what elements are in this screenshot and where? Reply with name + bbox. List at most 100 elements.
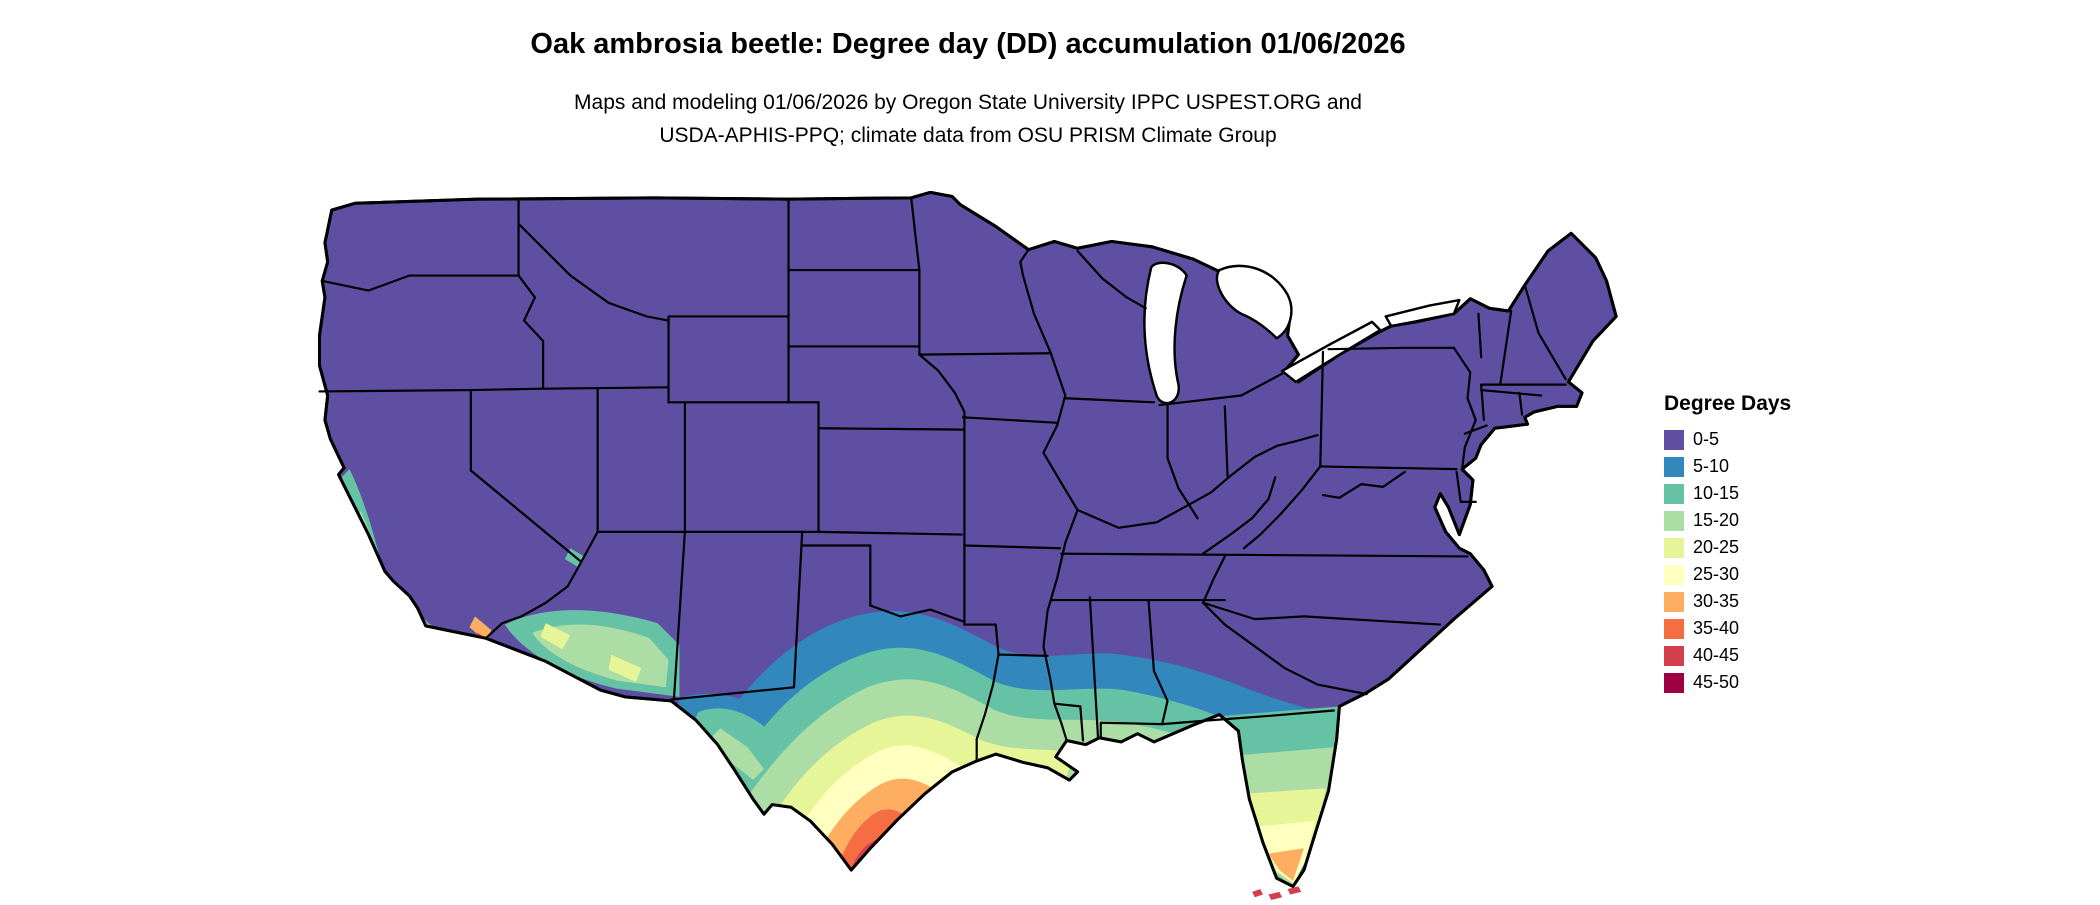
subtitle-line-1: Maps and modeling 01/06/2026 by Oregon S… bbox=[574, 91, 1362, 114]
border-ga-sc bbox=[1201, 601, 1368, 696]
legend-swatch-35-40 bbox=[1664, 618, 1684, 639]
legend-item: 5-10 bbox=[1664, 453, 1884, 480]
border-il-in bbox=[1166, 402, 1199, 520]
dd-band-30-35-florida-tip bbox=[1268, 848, 1304, 881]
border-in-oh bbox=[1223, 405, 1229, 478]
border-red-river bbox=[869, 604, 966, 623]
legend-swatch-10-15 bbox=[1664, 483, 1684, 504]
border-ia-mo bbox=[961, 416, 1059, 424]
florida-keys-dots bbox=[1252, 886, 1302, 900]
legend-item: 10-15 bbox=[1664, 480, 1884, 507]
border-pa-ny bbox=[1327, 346, 1455, 351]
lake-michigan bbox=[1143, 261, 1188, 405]
lake-huron bbox=[1215, 264, 1293, 340]
dd-band-20-25-arizona-spots bbox=[540, 623, 642, 682]
border-vt-nh bbox=[1499, 309, 1513, 386]
border-ky-tn-va-nc bbox=[1060, 552, 1469, 558]
legend: Degree Days 0-5 5-10 10-15 15-20 20-25 2… bbox=[1664, 392, 1884, 696]
legend-item: 15-20 bbox=[1664, 507, 1884, 534]
border-wi-il bbox=[1064, 397, 1156, 404]
legend-swatch-0-5 bbox=[1664, 429, 1684, 450]
us-coastline bbox=[317, 190, 1618, 888]
border-tn-nc bbox=[1201, 555, 1226, 604]
border-mn-wi bbox=[1019, 248, 1030, 277]
border-ct-ri bbox=[1518, 391, 1524, 416]
border-wi-mi bbox=[1076, 249, 1147, 310]
legend-item: 45-50 bbox=[1664, 669, 1884, 696]
border-or-id bbox=[517, 274, 545, 390]
border-oh-pa bbox=[1319, 350, 1325, 468]
legend-swatch-5-10 bbox=[1664, 456, 1684, 477]
legend-swatch-20-25 bbox=[1664, 537, 1684, 558]
border-wa-or bbox=[321, 274, 520, 292]
page-subtitle: Maps and modeling 01/06/2026 by Oregon S… bbox=[574, 86, 1362, 152]
legend-label: 30-35 bbox=[1693, 591, 1740, 611]
legend-label: 25-30 bbox=[1693, 564, 1740, 584]
legend-label: 20-25 bbox=[1693, 537, 1740, 557]
legend-label: 40-45 bbox=[1693, 645, 1740, 665]
land-base bbox=[317, 190, 1618, 888]
border-ca-nv bbox=[469, 388, 583, 563]
border-la-ms bbox=[1053, 702, 1085, 742]
border-wv-va bbox=[1242, 465, 1322, 550]
legend-label: 15-20 bbox=[1693, 510, 1740, 530]
border-potomac bbox=[1321, 470, 1406, 499]
legend-item: 25-30 bbox=[1664, 561, 1884, 588]
page-title: Oak ambrosia beetle: Degree day (DD) acc… bbox=[530, 28, 1406, 60]
border-ca-az bbox=[484, 560, 583, 640]
legend-label: 35-40 bbox=[1693, 618, 1740, 638]
border-tx-ar-la bbox=[963, 623, 1000, 761]
border-nc-sc bbox=[1201, 601, 1442, 626]
border-mason-dixon bbox=[1319, 465, 1458, 471]
subtitle-line-2: USDA-APHIS-PPQ; climate data from OSU PR… bbox=[659, 124, 1277, 147]
border-42n bbox=[318, 386, 670, 393]
border-ohio-river bbox=[1076, 433, 1319, 529]
map-svg bbox=[317, 190, 1618, 900]
legend-swatch-30-35 bbox=[1664, 591, 1684, 612]
legend-swatch-45-50 bbox=[1664, 672, 1684, 693]
legend-label: 5-10 bbox=[1693, 456, 1730, 476]
border-mississippi-river bbox=[1021, 274, 1079, 742]
border-ar-la bbox=[997, 653, 1049, 658]
legend-title: Degree Days bbox=[1664, 392, 1792, 415]
legend-item: 30-35 bbox=[1664, 588, 1884, 615]
border-mn-ia bbox=[918, 352, 1051, 356]
border-mo-ar bbox=[963, 544, 1061, 550]
border-mi-south bbox=[1158, 372, 1284, 407]
border-ne-ks bbox=[817, 427, 966, 431]
legend-items: 0-5 5-10 10-15 15-20 20-25 25-30 30-35 bbox=[1664, 426, 1884, 696]
legend-item: 0-5 bbox=[1664, 426, 1884, 453]
border-mn-nd bbox=[910, 196, 921, 272]
dd-band-30-35-colorado-river bbox=[469, 616, 492, 643]
legend-item: 20-25 bbox=[1664, 534, 1884, 561]
border-ma-south bbox=[1480, 388, 1543, 397]
legend-item: 40-45 bbox=[1664, 642, 1884, 669]
legend-swatch-25-30 bbox=[1664, 564, 1684, 585]
state-borders bbox=[318, 196, 1567, 761]
legend-swatch-40-45 bbox=[1664, 645, 1684, 666]
us-degree-day-map bbox=[314, 190, 1623, 900]
legend-label: 45-50 bbox=[1693, 672, 1740, 692]
lake-erie bbox=[1280, 320, 1382, 384]
border-az-nm bbox=[672, 530, 686, 700]
dd-band-15-20-riogrande bbox=[712, 728, 764, 781]
border-nv-az bbox=[580, 530, 599, 563]
legend-label: 10-15 bbox=[1693, 483, 1740, 503]
border-ny-nj bbox=[1463, 424, 1488, 435]
lake-ontario bbox=[1384, 298, 1461, 328]
legend-item: 35-40 bbox=[1664, 615, 1884, 642]
border-delaware-river bbox=[1452, 346, 1477, 471]
border-ga-al bbox=[1147, 598, 1169, 726]
border-ky-va bbox=[1201, 476, 1277, 555]
border-me-nh bbox=[1523, 283, 1567, 381]
border-ms-al bbox=[1088, 596, 1100, 739]
border-37n bbox=[596, 530, 963, 536]
border-al-fl bbox=[1099, 721, 1164, 739]
border-ga-fl bbox=[1161, 709, 1335, 726]
legend-swatch-15-20 bbox=[1664, 510, 1684, 531]
border-tx-nm bbox=[670, 530, 804, 701]
legend-label: 0-5 bbox=[1693, 429, 1720, 449]
border-de-md bbox=[1455, 470, 1477, 503]
border-id-mt bbox=[517, 222, 670, 322]
border-ny-vt bbox=[1477, 312, 1483, 359]
